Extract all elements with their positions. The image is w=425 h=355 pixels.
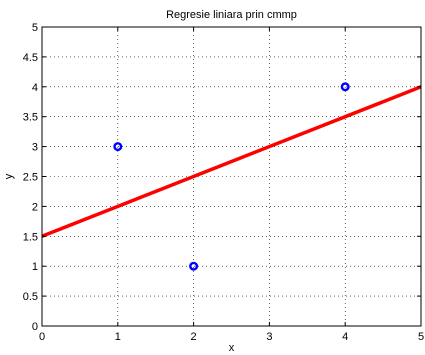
x-tick-label: 3	[266, 331, 272, 343]
y-tick-label: 4	[32, 82, 38, 94]
y-tick-label: 1.5	[23, 231, 38, 243]
y-tick-label: 0.5	[23, 291, 38, 303]
x-tick-label: 1	[115, 331, 121, 343]
y-tick-label: 5	[32, 22, 38, 34]
y-axis-label: y	[3, 173, 15, 179]
regression-line	[41, 85, 422, 238]
x-tick-label: 5	[418, 331, 424, 343]
y-tick-label: 2.5	[23, 172, 38, 184]
chart-title: Regresie liniara prin cmmp	[166, 9, 297, 21]
y-tick-label: 1	[32, 261, 38, 273]
data-point	[340, 82, 350, 92]
x-tick-label: 0	[39, 331, 45, 343]
y-tick-label: 4.5	[23, 52, 38, 64]
plot-area	[42, 27, 421, 326]
data-point	[113, 142, 123, 152]
y-tick-label: 3.5	[23, 112, 38, 124]
data-point	[189, 261, 199, 271]
y-tick-label: 0	[32, 321, 38, 333]
x-tick-label: 2	[191, 331, 197, 343]
y-tick-label: 2	[32, 201, 38, 213]
axis-ticks: 0 1 2 3 4 5 0 0.5 1 1.5 2 2.5 3 3.5 4 4.5 5	[23, 22, 424, 343]
data-series	[41, 82, 422, 271]
x-axis-label: x	[229, 342, 235, 354]
x-tick-label: 4	[342, 331, 348, 343]
y-tick-label: 3	[32, 142, 38, 154]
